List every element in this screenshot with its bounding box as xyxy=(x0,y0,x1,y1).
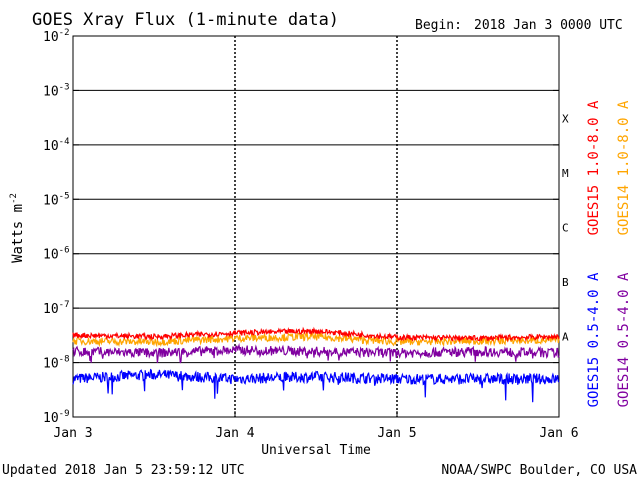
legend-entry: GOES14 1.0-8.0 A xyxy=(616,100,632,235)
series-line xyxy=(72,342,560,364)
x-tick-label: Jan 6 xyxy=(539,426,578,441)
y-tick-label: 10-5 xyxy=(43,191,70,208)
flare-class-label: C xyxy=(562,222,569,235)
grid-lines xyxy=(73,36,559,417)
y-tick-label: 10-3 xyxy=(43,82,70,99)
flare-class-label: X xyxy=(562,113,569,126)
y-tick-label: 10-9 xyxy=(43,409,70,426)
y-tick-label: 10-2 xyxy=(43,28,70,45)
begin-label: Begin: xyxy=(415,18,462,33)
series-line xyxy=(72,368,560,403)
series-line xyxy=(72,326,560,343)
x-axis-ticks: Jan 3 Jan 4 Jan 5 Jan 6 xyxy=(53,411,579,441)
source-credit: NOAA/SWPC Boulder, CO USA xyxy=(441,463,637,478)
y-tick-label: 10-4 xyxy=(43,137,70,154)
y-axis-label: Watts m-2 xyxy=(9,193,26,263)
legend-entry: GOES14 0.5-4.0 A xyxy=(616,272,632,407)
x-tick-label: Jan 4 xyxy=(215,426,254,441)
y-axis-ticks: 10-2 10-3 10-4 10-5 10-6 10-7 10-8 10-9 xyxy=(43,28,559,426)
flare-class-labels: X M C B A xyxy=(562,113,569,344)
flare-class-label: A xyxy=(562,330,569,343)
y-tick-label: 10-8 xyxy=(43,355,70,372)
flare-class-label: M xyxy=(562,167,569,180)
series-line xyxy=(72,330,560,348)
y-tick-label: 10-6 xyxy=(43,246,70,263)
legend: GOES15 1.0-8.0 A GOES14 1.0-8.0 A GOES15 0… xyxy=(586,100,632,407)
begin-value: 2018 Jan 3 0000 UTC xyxy=(474,18,623,33)
updated-timestamp: Updated 2018 Jan 5 23:59:12 UTC xyxy=(2,463,245,478)
legend-entry: GOES15 1.0-8.0 A xyxy=(586,100,602,235)
plot-area xyxy=(72,35,560,418)
x-tick-label: Jan 3 xyxy=(53,426,92,441)
legend-entry: GOES15 0.5-4.0 A xyxy=(586,272,602,407)
flare-class-label: B xyxy=(562,276,569,289)
series-group xyxy=(72,326,560,403)
chart-title: GOES Xray Flux (1-minute data) xyxy=(32,10,339,30)
y-tick-label: 10-7 xyxy=(43,300,70,317)
x-tick-label: Jan 5 xyxy=(377,426,416,441)
x-axis-label: Universal Time xyxy=(261,443,371,458)
